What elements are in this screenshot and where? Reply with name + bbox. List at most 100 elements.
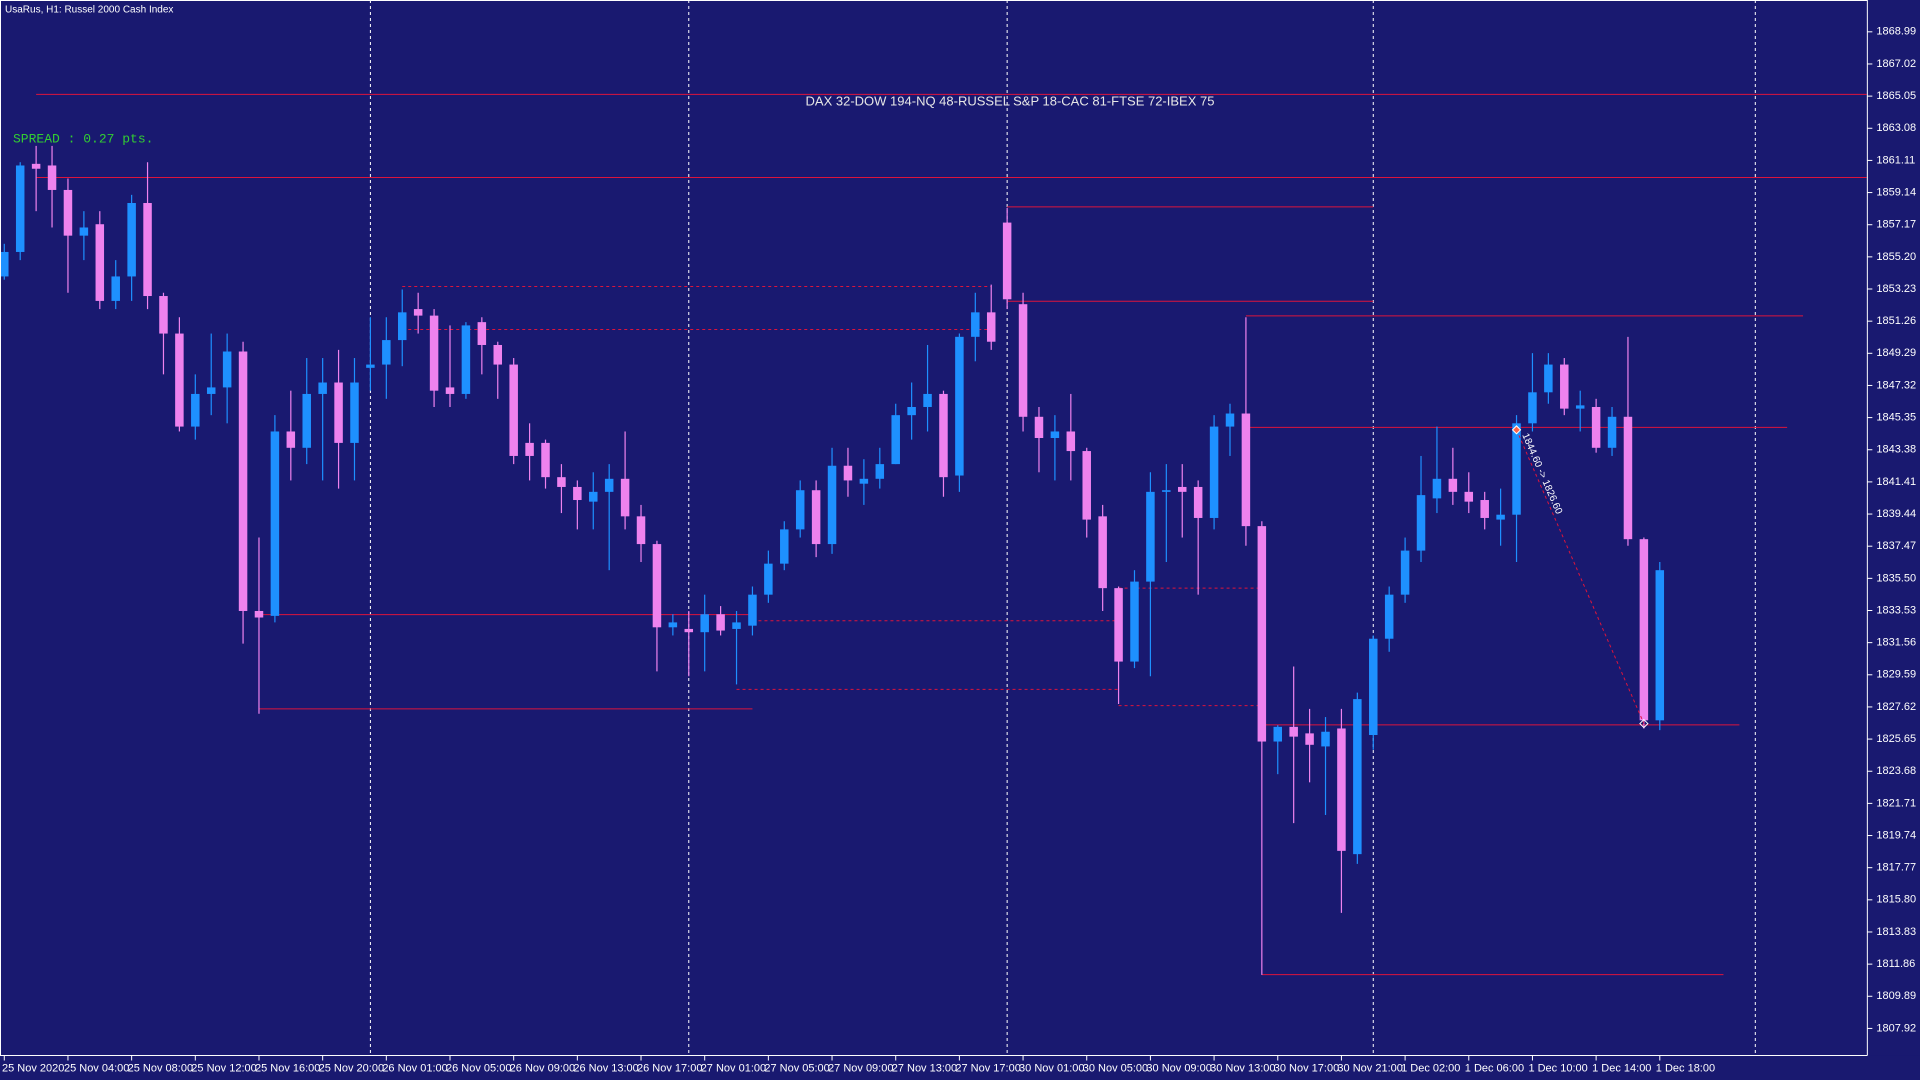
- y-tick-label: 1865.05: [1876, 90, 1916, 102]
- candle-body: [1416, 495, 1426, 551]
- y-tick-label: 1829.59: [1876, 669, 1916, 681]
- candle-body: [1480, 500, 1489, 518]
- y-tick-label: 1827.62: [1876, 701, 1916, 713]
- candle-body: [1321, 731, 1330, 747]
- candle-body: [143, 203, 152, 297]
- y-tick-label: 1825.65: [1876, 733, 1916, 745]
- candle-body: [206, 387, 216, 394]
- candle-body: [1591, 406, 1601, 448]
- candle-body: [1162, 490, 1171, 492]
- candle-body: [461, 325, 471, 394]
- candle-body: [589, 491, 598, 502]
- y-tick-label: 1831.56: [1876, 637, 1916, 649]
- candle-body: [1050, 431, 1060, 439]
- candle-body: [1002, 222, 1012, 300]
- candle-body: [1353, 699, 1362, 855]
- spread-label: SPREAD : 0.27 pts.: [13, 131, 153, 146]
- y-tick-label: 1859.14: [1876, 186, 1916, 198]
- candle-body: [302, 393, 311, 448]
- candle-body: [95, 224, 105, 301]
- x-tick-label: 30 Nov 17:00: [1274, 1062, 1339, 1074]
- candle-body: [1369, 638, 1378, 736]
- x-tick-label: 1 Dec 10:00: [1528, 1062, 1587, 1074]
- candle-body: [875, 464, 885, 479]
- candle-body: [955, 336, 964, 476]
- candle-body: [620, 478, 630, 517]
- y-tick-label: 1849.29: [1876, 347, 1916, 359]
- x-tick-label: 26 Nov 05:00: [446, 1062, 511, 1074]
- candle-body: [1225, 413, 1235, 427]
- candle-body: [413, 309, 423, 316]
- x-tick-label: 25 Nov 16:00: [255, 1062, 320, 1074]
- candle-body: [191, 393, 200, 427]
- candle-body: [1575, 405, 1585, 409]
- x-tick-label: 26 Nov 13:00: [573, 1062, 638, 1074]
- x-tick-label: 26 Nov 01:00: [382, 1062, 447, 1074]
- candle-body: [1448, 478, 1458, 492]
- candle-body: [1289, 726, 1298, 737]
- candle-body: [1655, 570, 1665, 721]
- candle-body: [1114, 588, 1123, 662]
- candle-body: [1560, 364, 1569, 409]
- candle-body: [1018, 304, 1028, 417]
- candle-body: [222, 351, 232, 388]
- candle-body: [573, 486, 582, 501]
- y-tick-label: 1811.86: [1876, 958, 1915, 970]
- candle-body: [811, 490, 821, 545]
- x-tick-label: 25 Nov 12:00: [191, 1062, 256, 1074]
- candle-body: [986, 312, 996, 342]
- x-tick-label: 25 Nov 20:00: [319, 1062, 384, 1074]
- candle-body: [1496, 514, 1505, 520]
- x-tick-label: 27 Nov 17:00: [955, 1062, 1020, 1074]
- x-tick-label: 25 Nov 2020: [2, 1062, 64, 1074]
- candle-body: [780, 529, 789, 564]
- time-axis-panel: [0, 1055, 1920, 1080]
- candle-body: [525, 442, 534, 456]
- candle-body: [859, 478, 869, 484]
- candle-body: [1607, 416, 1617, 448]
- candle-body: [923, 393, 932, 407]
- candle-body: [79, 227, 89, 236]
- candle-body: [541, 442, 550, 478]
- candle-body: [1257, 526, 1267, 742]
- y-tick-label: 1807.92: [1876, 1022, 1916, 1034]
- y-tick-label: 1851.26: [1876, 315, 1916, 327]
- candle-body: [286, 431, 296, 448]
- y-tick-label: 1813.83: [1876, 926, 1916, 938]
- trend-anchor: [1639, 718, 1649, 729]
- candle-body: [891, 415, 900, 465]
- candle-body: [15, 165, 25, 252]
- candle-body: [764, 563, 773, 595]
- candle-body: [1098, 516, 1107, 589]
- candle-body: [1464, 491, 1474, 502]
- x-tick-label: 30 Nov 05:00: [1083, 1062, 1148, 1074]
- y-tick-label: 1853.23: [1876, 283, 1916, 295]
- candle-body: [1273, 726, 1283, 742]
- y-tick-label: 1823.68: [1876, 765, 1916, 777]
- y-tick-label: 1867.02: [1876, 58, 1916, 70]
- x-tick-label: 25 Nov 04:00: [64, 1062, 129, 1074]
- candle-body: [1432, 478, 1442, 499]
- candle-body: [1193, 486, 1203, 518]
- y-tick-label: 1819.74: [1876, 829, 1916, 841]
- y-tick-label: 1855.20: [1876, 251, 1916, 263]
- candle-body: [1146, 491, 1155, 582]
- y-tick-label: 1833.53: [1876, 604, 1916, 616]
- candle-body: [557, 477, 566, 487]
- y-tick-label: 1847.32: [1876, 379, 1916, 391]
- candle-body: [843, 465, 853, 481]
- candle-body: [0, 251, 9, 277]
- candle-body: [1528, 392, 1537, 424]
- x-tick-label: 25 Nov 08:00: [128, 1062, 193, 1074]
- x-tick-label: 27 Nov 05:00: [764, 1062, 829, 1074]
- header-annotation: DAX 32-DOW 194-NQ 48-RUSSEL S&P 18-CAC 8…: [806, 93, 1215, 108]
- candle-body: [159, 296, 168, 334]
- x-tick-label: 27 Nov 01:00: [701, 1062, 766, 1074]
- trend-line: [1516, 429, 1645, 724]
- candle-body: [1623, 416, 1633, 540]
- x-tick-label: 30 Nov 09:00: [1146, 1062, 1211, 1074]
- candle-body: [1384, 594, 1394, 639]
